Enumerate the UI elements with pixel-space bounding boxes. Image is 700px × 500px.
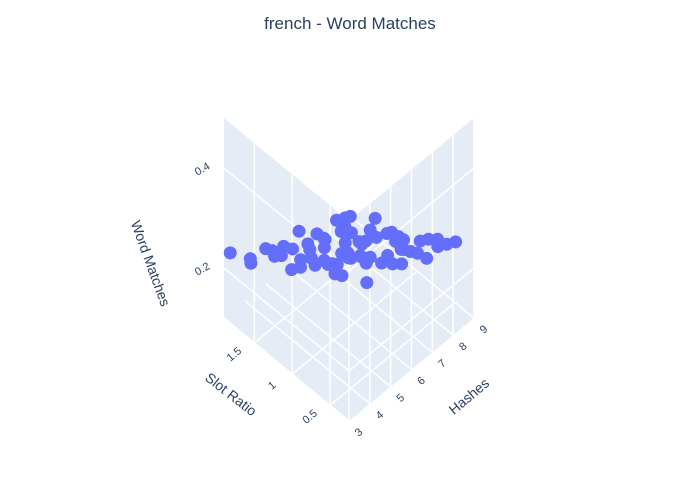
tick-x: 9 (478, 323, 490, 336)
gridline-z-left (223, 167, 350, 272)
gridline-z-right (348, 267, 475, 372)
data-point (386, 257, 400, 271)
gridline-x-floor (244, 300, 371, 405)
gridline-x-floor (286, 265, 412, 371)
tick-x: 3 (353, 426, 365, 439)
axis-title-x: Hashes (445, 375, 492, 418)
data-points (223, 209, 463, 290)
tick-y: 1 (266, 379, 278, 392)
data-point (259, 242, 273, 256)
data-point (353, 249, 367, 263)
data-point (334, 224, 348, 238)
data-point (395, 257, 409, 271)
data-point (335, 269, 349, 283)
data-point (317, 253, 331, 267)
tick-y: 1.5 (225, 345, 244, 364)
gridline-z-left (223, 267, 350, 372)
data-point (431, 240, 445, 254)
data-point (335, 246, 349, 260)
gridline-y-floor (291, 270, 418, 375)
data-point (330, 213, 343, 227)
gridline-x-floor (265, 283, 392, 388)
data-point (292, 224, 306, 238)
axis-title-z: Word Matches (128, 218, 174, 308)
data-point (385, 225, 399, 239)
tick-x: 7 (436, 357, 448, 370)
data-point (360, 276, 374, 290)
data-point (368, 211, 382, 225)
gridline-y-floor (329, 301, 456, 406)
data-point (343, 209, 357, 223)
data-point (301, 237, 315, 251)
tick-z: 0.4 (193, 160, 212, 178)
data-point (277, 239, 291, 253)
tick-x: 8 (457, 340, 469, 353)
axis-title-y: Slot Ratio (202, 369, 260, 419)
gridline-x-floor (223, 317, 350, 422)
tick-z: 0.2 (193, 260, 212, 278)
data-point (294, 253, 308, 267)
tick-x: 6 (415, 375, 427, 388)
chart-title: french - Word Matches (264, 14, 436, 33)
data-point (310, 227, 324, 241)
tick-x: 5 (395, 392, 407, 405)
data-point (338, 236, 352, 250)
tick-x: 4 (374, 409, 386, 422)
data-point (375, 256, 389, 270)
data-point (243, 252, 257, 266)
data-point (330, 258, 344, 272)
data-point (352, 235, 366, 249)
data-point (268, 249, 282, 263)
data-point (285, 263, 299, 277)
data-point (420, 251, 434, 265)
data-point (223, 246, 237, 260)
data-point (397, 243, 411, 257)
tick-y: 0.5 (300, 408, 319, 427)
data-point (363, 223, 377, 237)
data-point (422, 232, 436, 246)
